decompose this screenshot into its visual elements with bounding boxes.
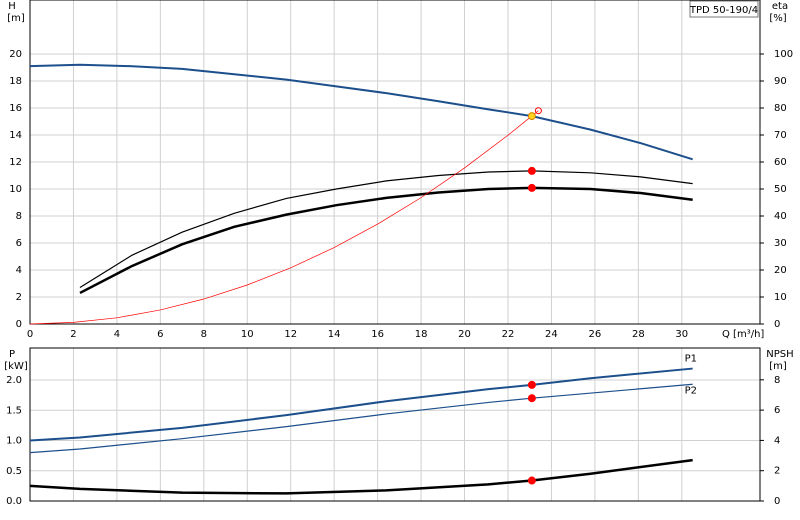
y-label: P: [9, 349, 15, 360]
duty-point: [527, 183, 536, 192]
y-tick-label: 6: [16, 238, 22, 249]
y2-tick-label: 8: [774, 375, 780, 386]
series-label: P1: [685, 354, 697, 365]
x-tick-label: 18: [415, 329, 428, 340]
y-tick-label: 0.5: [6, 466, 22, 477]
x-tick-label: 12: [284, 329, 297, 340]
plot-frame: [29, 347, 761, 502]
end-marker: [534, 107, 542, 115]
y2-tick-label: 0: [774, 496, 780, 507]
x-tick-label: 28: [632, 329, 645, 340]
x-tick-label: 24: [545, 329, 558, 340]
duty-point: [527, 476, 536, 485]
y-tick-label: 16: [9, 103, 22, 114]
y2-tick-label: 4: [774, 435, 780, 446]
chart-title: TPD 50-190/4: [689, 5, 758, 16]
curve: [29, 367, 693, 442]
duty-point: [527, 112, 536, 121]
y2-tick-label: 2: [774, 466, 780, 477]
y2-label: NPSH: [766, 349, 793, 360]
y2-tick-label: 30: [774, 238, 787, 249]
plot-frame: [29, 0, 761, 325]
x-tick-label: 30: [675, 329, 688, 340]
duty-point: [527, 394, 536, 403]
y-tick-label: 12: [9, 157, 22, 168]
y2-tick-label: 6: [774, 405, 780, 416]
y2-tick-label: 100: [774, 49, 793, 60]
series-label: P2: [685, 385, 697, 396]
y2-unit: [%]: [769, 13, 786, 24]
y2-tick-label: 70: [774, 130, 787, 141]
y-unit: [m]: [7, 13, 25, 24]
y-tick-label: 0: [16, 319, 22, 330]
curve: [29, 383, 693, 454]
x-tick-label: 4: [114, 329, 120, 340]
x-tick-label: 22: [502, 329, 515, 340]
y2-tick-label: 90: [774, 76, 787, 87]
y2-tick-label: 10: [774, 292, 787, 303]
x-tick-label: 20: [458, 329, 471, 340]
y-tick-label: 20: [9, 49, 22, 60]
curve: [29, 63, 693, 161]
y-tick-label: 18: [9, 76, 22, 87]
y-tick-label: 2: [16, 292, 22, 303]
curve: [29, 458, 693, 495]
duty-point: [527, 380, 536, 389]
y2-unit: [m]: [769, 361, 787, 372]
x-tick-label: 10: [241, 329, 254, 340]
duty-point: [527, 166, 536, 175]
y2-tick-label: 50: [774, 184, 787, 195]
title-box: [689, 0, 759, 18]
x-tick-label: 16: [371, 329, 384, 340]
x-tick-label: 26: [589, 329, 602, 340]
y-tick-label: 10: [9, 184, 22, 195]
y-tick-label: 14: [9, 130, 22, 141]
y2-tick-label: 0: [774, 319, 780, 330]
x-label: Q [m³/h]: [722, 329, 764, 340]
x-tick-label: 8: [201, 329, 207, 340]
x-tick-label: 14: [328, 329, 341, 340]
y-tick-label: 8: [16, 211, 22, 222]
y2-label: eta: [772, 1, 788, 12]
y2-tick-label: 20: [774, 265, 787, 276]
y2-tick-label: 60: [774, 157, 787, 168]
y-tick-label: 0.0: [6, 496, 22, 507]
x-tick-label: 2: [70, 329, 76, 340]
y-label: H: [8, 1, 16, 12]
y-tick-label: 1.0: [6, 436, 22, 447]
curve: [29, 110, 539, 325]
y2-tick-label: 80: [774, 103, 787, 114]
y2-tick-label: 40: [774, 211, 787, 222]
curve: [79, 186, 693, 295]
y-tick-label: 2.0: [6, 375, 22, 386]
x-tick-label: 0: [27, 329, 33, 340]
x-tick-label: 6: [157, 329, 163, 340]
y-tick-label: 1.5: [6, 405, 22, 416]
y-unit: [kW]: [4, 361, 28, 372]
y-tick-label: 4: [16, 265, 22, 276]
curve: [79, 170, 693, 289]
